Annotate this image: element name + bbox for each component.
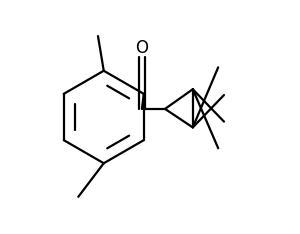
Text: O: O — [135, 39, 148, 57]
